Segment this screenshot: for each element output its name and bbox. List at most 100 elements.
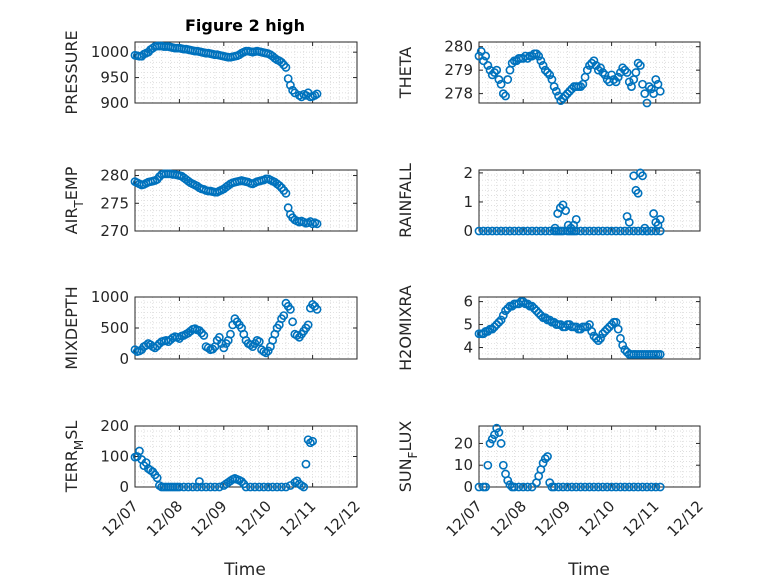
- data-point: [649, 209, 658, 218]
- panel-5: 0 500 1000 MIXDEPTH: [62, 286, 358, 370]
- data-point: [487, 434, 497, 444]
- data-point: [549, 482, 559, 492]
- y-axis-label-main: TERR: [62, 450, 81, 493]
- data-point: [312, 304, 322, 314]
- x-axis-label-left: Time: [223, 560, 266, 580]
- data-point: [582, 65, 592, 75]
- data-point: [279, 311, 289, 320]
- data-point: [582, 322, 592, 332]
- data-point: [571, 482, 581, 492]
- panel-3: 270 275 280 AIRTEMP: [62, 166, 358, 240]
- data-point: [596, 63, 605, 73]
- data-point: [523, 299, 533, 309]
- data-point: [494, 75, 504, 84]
- data-point: [624, 217, 634, 227]
- data-point: [312, 89, 322, 99]
- data-point: [290, 88, 300, 98]
- data-point: [543, 452, 552, 461]
- data-point: [183, 482, 193, 492]
- data-point: [272, 482, 282, 492]
- data-point: [197, 482, 206, 492]
- data-point: [261, 348, 271, 358]
- x-tick-label: 12/07: [443, 497, 486, 540]
- data-point: [152, 473, 162, 483]
- data-point: [529, 304, 539, 313]
- data-point: [505, 480, 515, 490]
- data-point: [587, 327, 597, 336]
- data-point: [633, 58, 643, 68]
- data-point: [609, 75, 619, 84]
- data-point: [593, 65, 603, 75]
- data-point: [576, 482, 586, 492]
- data-point: [655, 482, 665, 492]
- data-point: [642, 98, 652, 108]
- x-tick-label: 12/08: [143, 497, 186, 540]
- data-point: [174, 482, 184, 492]
- y-axis-label: SUNFLUX: [396, 421, 420, 493]
- data-point: [631, 68, 641, 77]
- x-tick-label: 12/09: [187, 497, 230, 540]
- data-point: [532, 49, 541, 59]
- y-axis-label-rest: EMP: [62, 166, 81, 200]
- data-point: [589, 482, 599, 492]
- y-axis-label-main: RAINFALL: [396, 163, 415, 238]
- data-point: [613, 324, 623, 334]
- data-point: [297, 92, 306, 102]
- panel-1: 900 950 1000 PRESSURE: [62, 30, 358, 115]
- y-axis-label-main: H2OMIXRA: [396, 285, 415, 371]
- data-point: [250, 482, 260, 492]
- y-tick-label: 950: [100, 69, 129, 87]
- data-point: [604, 322, 614, 332]
- data-point: [560, 91, 570, 101]
- axes-box: [478, 169, 701, 232]
- data-point: [540, 226, 550, 236]
- data-point: [593, 482, 603, 492]
- data-point: [485, 439, 495, 448]
- data-point: [549, 82, 559, 91]
- data-point: [507, 58, 517, 68]
- data-point: [624, 77, 634, 87]
- data-point: [498, 89, 508, 99]
- data-point: [611, 77, 621, 87]
- y-tick-label: 20: [454, 434, 473, 452]
- y-axis-label-main: PRESSURE: [62, 30, 81, 114]
- data-point: [479, 56, 488, 66]
- data-point: [226, 329, 235, 339]
- data-point: [483, 61, 493, 70]
- data-point: [487, 70, 497, 80]
- data-series: [130, 298, 322, 358]
- data-point: [618, 340, 628, 350]
- data-point: [532, 226, 541, 236]
- data-point: [576, 82, 586, 91]
- data-point: [593, 336, 603, 346]
- data-point: [219, 343, 229, 353]
- data-point: [651, 75, 661, 84]
- data-point: [308, 436, 317, 446]
- data-point: [534, 308, 544, 318]
- data-point: [503, 75, 513, 84]
- data-point: [483, 327, 493, 336]
- data-point: [534, 51, 544, 61]
- data-point: [646, 482, 656, 492]
- data-point: [523, 54, 533, 63]
- y-axis-label: H2OMIXRA: [396, 285, 415, 371]
- data-point: [312, 219, 322, 229]
- data-point: [580, 482, 590, 492]
- data-point: [281, 63, 291, 72]
- data-point: [585, 226, 594, 236]
- data-point: [492, 423, 502, 433]
- data-point: [285, 80, 295, 90]
- data-point: [527, 301, 537, 311]
- y-axis-label-subscript: M: [72, 440, 86, 450]
- y-tick-label: 280: [100, 167, 129, 185]
- x-tick-label: 12/11: [619, 497, 662, 540]
- panel-2: 278 279 280 THETA: [396, 38, 701, 108]
- y-tick-label: 5: [463, 316, 473, 334]
- data-point: [514, 226, 524, 236]
- data-point: [638, 171, 647, 181]
- data-point: [589, 226, 599, 236]
- data-point: [567, 482, 577, 492]
- data-point: [490, 322, 499, 332]
- data-point: [620, 482, 630, 492]
